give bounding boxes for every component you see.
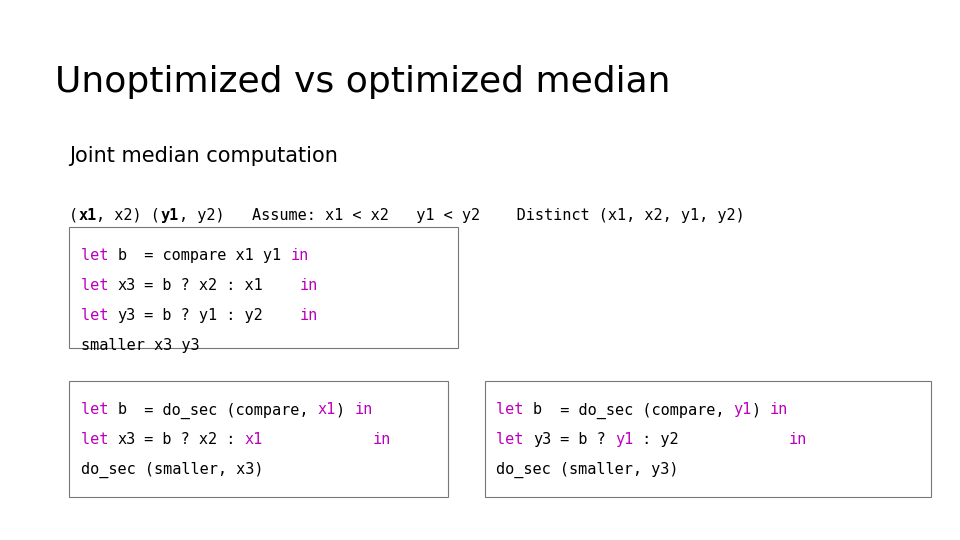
Text: = do_sec (compare,: = do_sec (compare, xyxy=(127,402,318,418)
Text: let: let xyxy=(81,432,117,447)
Text: , x2) (: , x2) ( xyxy=(97,208,160,223)
FancyBboxPatch shape xyxy=(485,381,931,497)
Text: = b ? x2 :: = b ? x2 : xyxy=(135,432,245,447)
Text: b: b xyxy=(117,402,127,417)
Text: do_sec (smaller, y3): do_sec (smaller, y3) xyxy=(496,462,679,478)
Text: y1: y1 xyxy=(160,208,179,223)
Text: x3: x3 xyxy=(117,278,135,293)
Text: let: let xyxy=(496,432,533,447)
Text: x3: x3 xyxy=(117,432,135,447)
Text: Unoptimized vs optimized median: Unoptimized vs optimized median xyxy=(55,65,670,99)
Text: in: in xyxy=(291,248,309,264)
Text: y1: y1 xyxy=(733,402,752,417)
FancyBboxPatch shape xyxy=(69,381,448,497)
Text: x1: x1 xyxy=(245,432,263,447)
Text: , y2)   Assume: x1 < x2   y1 < y2    Distinct (x1, x2, y1, y2): , y2) Assume: x1 < x2 y1 < y2 Distinct (… xyxy=(179,208,744,223)
FancyBboxPatch shape xyxy=(69,227,458,348)
Text: let: let xyxy=(496,402,533,417)
Text: in: in xyxy=(788,432,806,447)
Text: b: b xyxy=(117,248,127,264)
Text: let: let xyxy=(81,248,117,264)
Text: let: let xyxy=(81,308,117,323)
Text: in: in xyxy=(354,402,372,417)
Text: = b ? x2 : x1: = b ? x2 : x1 xyxy=(135,278,300,293)
Text: y3: y3 xyxy=(533,432,551,447)
Text: do_sec (smaller, x3): do_sec (smaller, x3) xyxy=(81,462,263,478)
Text: in: in xyxy=(300,308,318,323)
Text: b: b xyxy=(533,402,542,417)
Text: x1: x1 xyxy=(79,208,97,223)
Text: = compare x1 y1: = compare x1 y1 xyxy=(127,248,291,264)
Text: let: let xyxy=(81,402,117,417)
Text: = do_sec (compare,: = do_sec (compare, xyxy=(542,402,733,418)
Text: y3: y3 xyxy=(117,308,135,323)
Text: : y2: : y2 xyxy=(634,432,788,447)
Text: let: let xyxy=(81,278,117,293)
Text: (: ( xyxy=(69,208,79,223)
Text: y1: y1 xyxy=(615,432,634,447)
Text: in: in xyxy=(372,432,391,447)
Text: smaller x3 y3: smaller x3 y3 xyxy=(81,338,200,353)
Text: ): ) xyxy=(336,402,354,417)
Text: in: in xyxy=(770,402,788,417)
Text: x1: x1 xyxy=(318,402,336,417)
Text: = b ?: = b ? xyxy=(551,432,615,447)
Text: = b ? y1 : y2: = b ? y1 : y2 xyxy=(135,308,300,323)
Text: in: in xyxy=(300,278,318,293)
Text: Joint median computation: Joint median computation xyxy=(69,146,338,166)
Text: ): ) xyxy=(752,402,770,417)
